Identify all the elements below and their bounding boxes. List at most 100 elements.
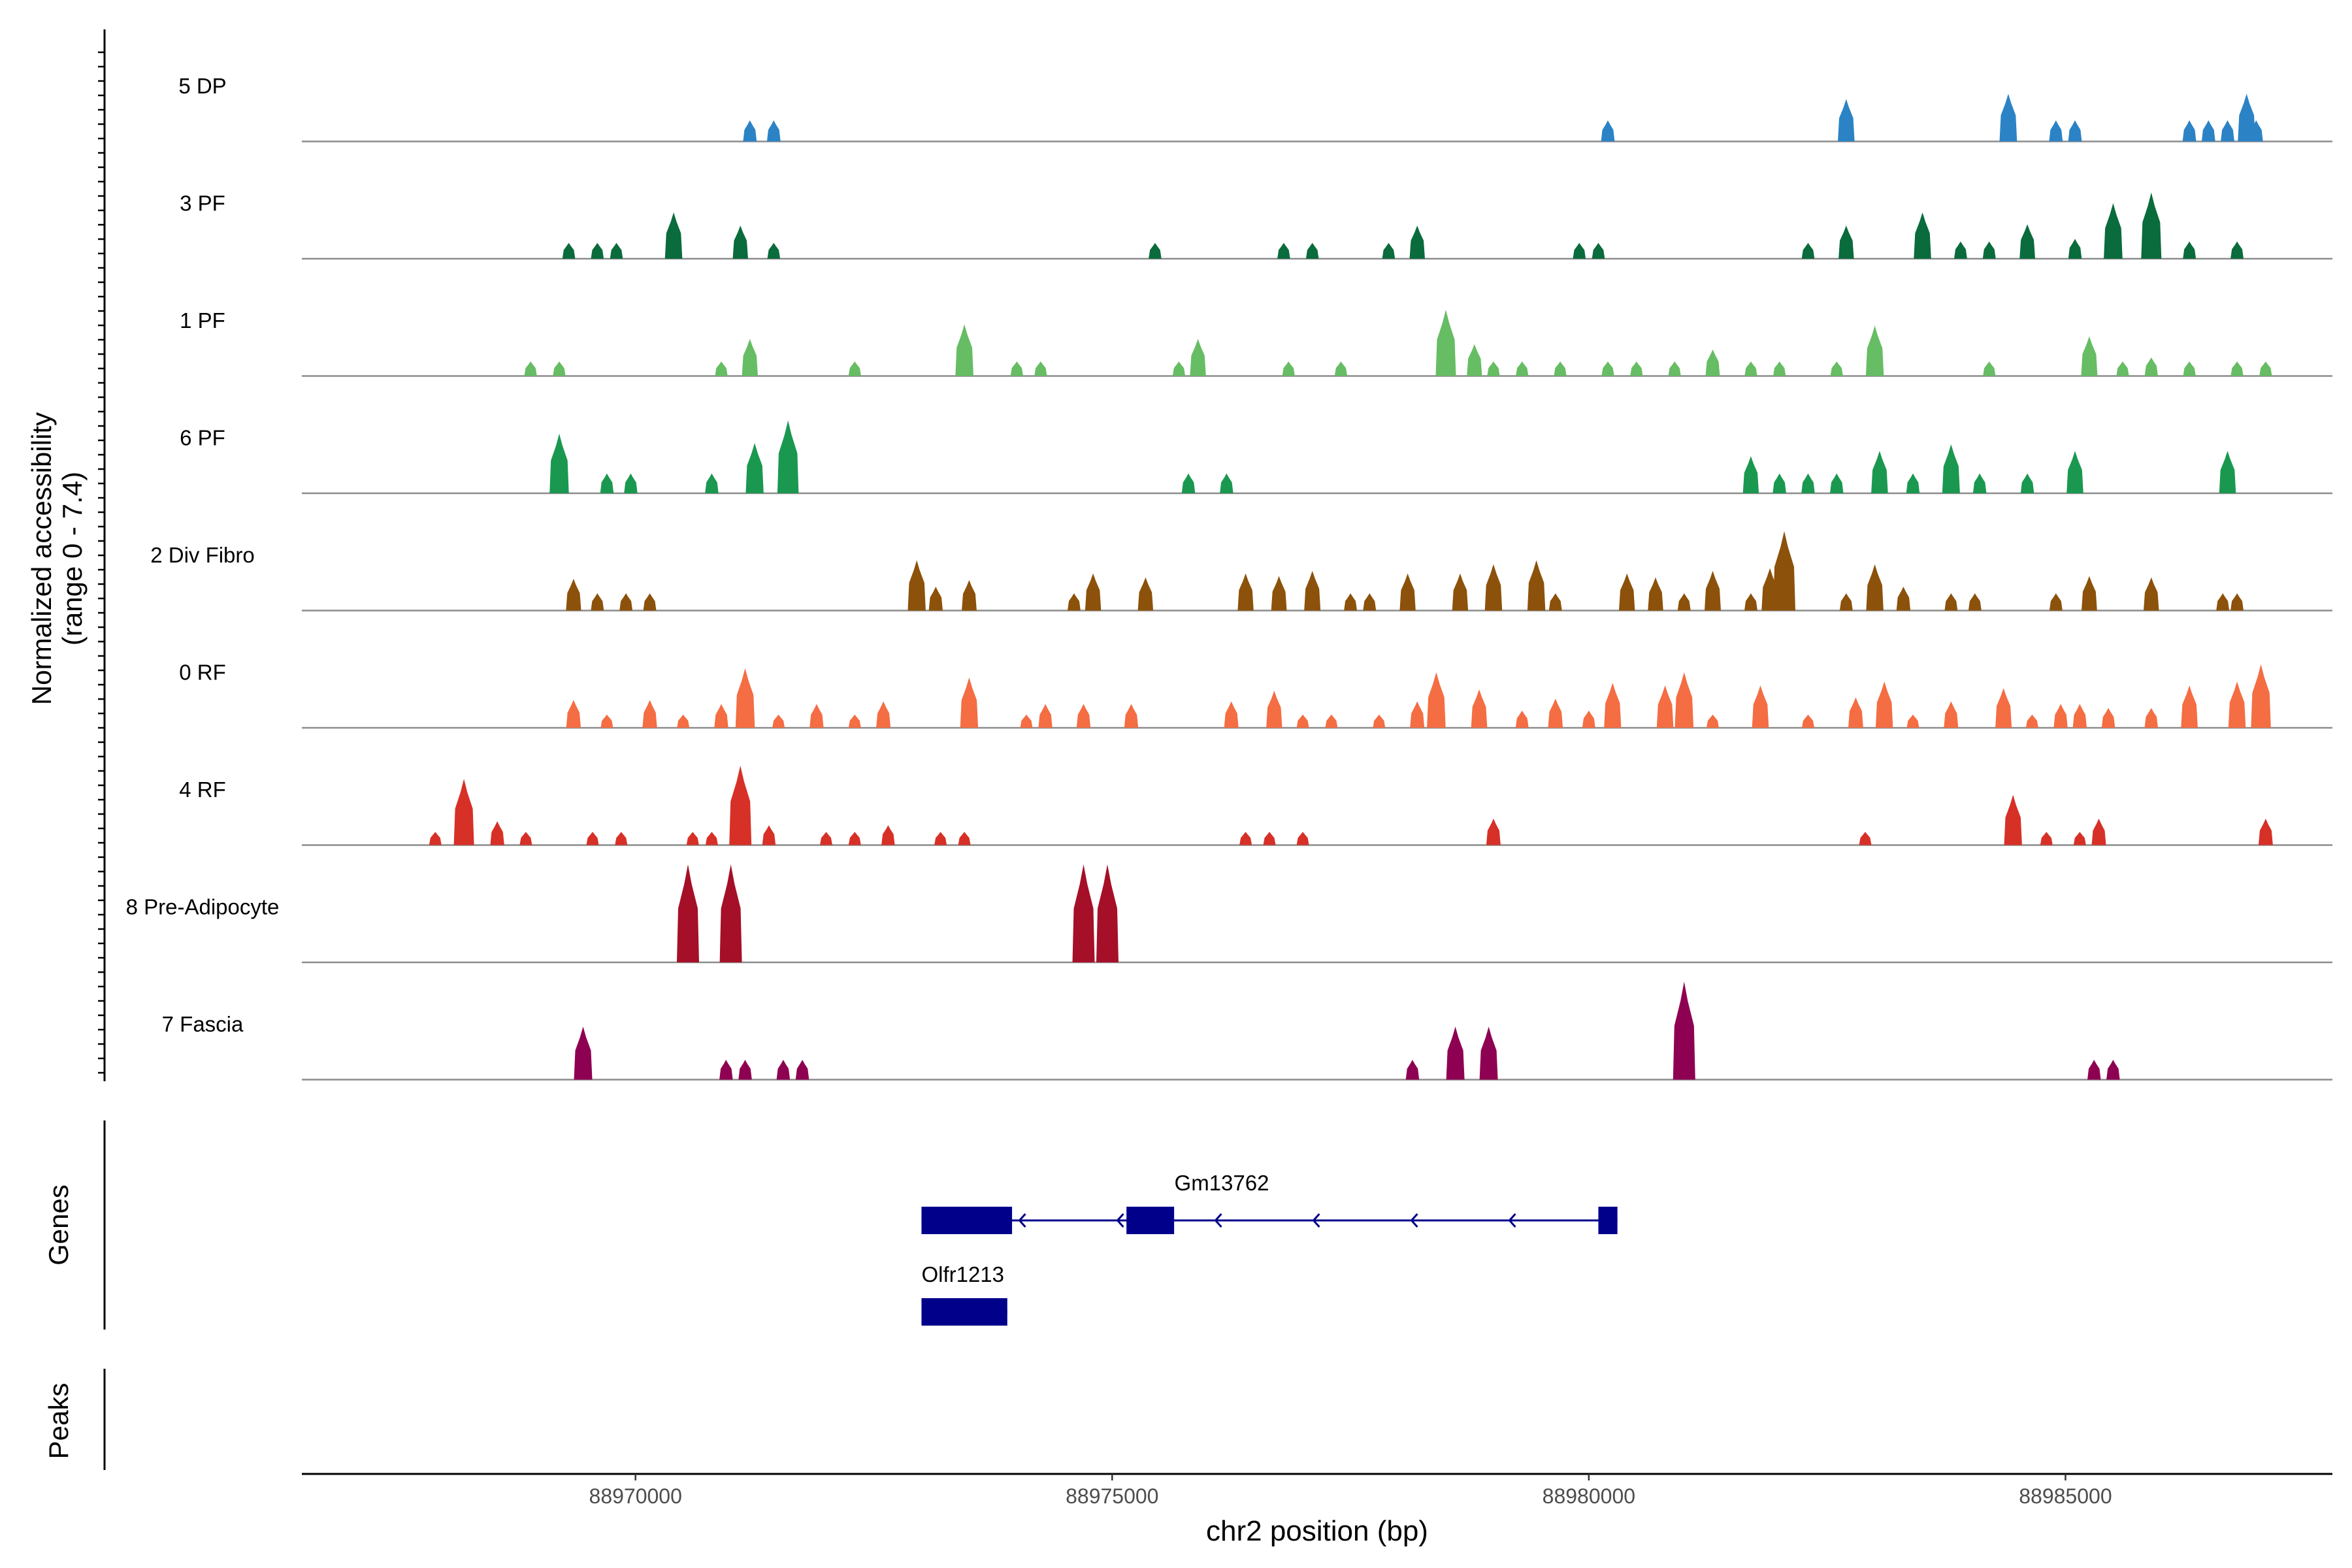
accessibility-peak xyxy=(1038,704,1053,728)
genes-label: Genes xyxy=(43,1184,74,1266)
accessibility-peak xyxy=(1282,361,1295,376)
accessibility-peak xyxy=(1239,832,1252,845)
accessibility-peak xyxy=(2066,451,2083,493)
accessibility-peak xyxy=(1801,473,1815,493)
accessibility-peak xyxy=(1773,531,1795,611)
track-label: 3 PF xyxy=(180,191,225,216)
accessibility-peak xyxy=(1435,310,1456,376)
accessibility-peak xyxy=(742,338,758,376)
track-1-pf: 1 PF xyxy=(180,308,2332,377)
accessibility-peak xyxy=(591,242,604,259)
track-7-fascia: 7 Fascia xyxy=(162,981,2332,1081)
accessibility-peak xyxy=(1305,242,1319,259)
accessibility-peak xyxy=(1484,564,1503,611)
accessibility-peak xyxy=(1487,361,1500,376)
accessibility-peak xyxy=(2230,361,2244,376)
accessibility-peak xyxy=(1573,242,1586,259)
accessibility-peak xyxy=(2141,192,2162,259)
accessibility-peak xyxy=(848,832,861,845)
accessibility-peak xyxy=(1527,560,1546,611)
accessibility-peak xyxy=(1410,701,1425,728)
accessibility-peak xyxy=(934,832,947,845)
accessibility-peak xyxy=(591,593,604,611)
accessibility-peak xyxy=(2258,819,2273,845)
accessibility-peak xyxy=(1601,120,1615,142)
accessibility-peak xyxy=(1516,361,1529,376)
accessibility-peak xyxy=(1124,704,1139,728)
accessibility-peak xyxy=(1405,1060,1420,1080)
track-3-pf: 3 PF xyxy=(180,191,2332,260)
accessibility-peak xyxy=(2219,451,2236,493)
accessibility-peak xyxy=(1742,456,1759,493)
track-6-pf: 6 PF xyxy=(180,420,2332,495)
accessibility-peak xyxy=(2216,593,2230,611)
accessibility-peak xyxy=(519,832,532,845)
accessibility-peak xyxy=(2201,120,2215,142)
accessibility-peak xyxy=(960,678,979,728)
track-label: 4 RF xyxy=(179,777,226,802)
accessibility-peak xyxy=(719,864,742,962)
accessibility-peak xyxy=(553,361,566,376)
x-tick-label: 88980000 xyxy=(1543,1484,1635,1508)
accessibility-peak xyxy=(1172,361,1186,376)
accessibility-peak xyxy=(1752,685,1769,728)
gene-track: Gm13762 Olfr1213 xyxy=(921,1171,1618,1326)
accessibility-peak xyxy=(820,832,832,845)
accessibility-peak xyxy=(1325,714,1338,728)
accessibility-peak xyxy=(907,560,926,611)
accessibility-peak xyxy=(1237,573,1254,611)
accessibility-peak xyxy=(2072,704,2087,728)
accessibility-peak xyxy=(848,714,861,728)
accessibility-peak xyxy=(1875,681,1893,728)
accessibility-peak xyxy=(1076,704,1091,728)
accessibility-peak xyxy=(729,765,752,845)
accessibility-peak xyxy=(745,443,764,493)
accessibility-peak xyxy=(2116,361,2129,376)
strand-arrow xyxy=(1214,1213,1222,1228)
accessibility-peak xyxy=(2106,1060,2120,1080)
accessibility-peak xyxy=(2068,238,2082,259)
accessibility-peak xyxy=(1838,225,1854,259)
accessibility-peak xyxy=(2073,832,2086,845)
accessibility-peak xyxy=(962,580,977,611)
track-4-rf: 4 RF xyxy=(179,765,2332,846)
accessibility-peak xyxy=(1548,698,1563,728)
accessibility-peak xyxy=(928,587,943,611)
accessibility-peak xyxy=(1409,225,1425,259)
accessibility-peak xyxy=(1263,832,1276,845)
accessibility-peak xyxy=(738,1060,752,1080)
accessibility-peak xyxy=(1452,573,1469,611)
accessibility-peak xyxy=(1224,701,1239,728)
accessibility-peak xyxy=(1010,361,1023,376)
x-tick-label: 88975000 xyxy=(1066,1484,1158,1508)
accessibility-peak xyxy=(1068,593,1081,611)
accessibility-peak xyxy=(876,701,891,728)
accessibility-peak xyxy=(714,704,728,728)
accessibility-peak xyxy=(2259,361,2272,376)
accessibility-peak xyxy=(1839,593,1853,611)
accessibility-peak xyxy=(1471,689,1488,728)
accessibility-peak xyxy=(1181,473,1196,493)
accessibility-peak xyxy=(2144,708,2158,728)
accessibility-peak xyxy=(1871,451,1888,493)
accessibility-peak xyxy=(624,473,638,493)
accessibility-peak xyxy=(1944,701,1959,728)
strand-arrow xyxy=(1410,1213,1418,1228)
accessibility-peak xyxy=(2025,714,2038,728)
accessibility-peak xyxy=(2049,120,2063,142)
accessibility-peak xyxy=(453,779,474,845)
accessibility-peak xyxy=(705,473,719,493)
accessibility-peak xyxy=(600,473,614,493)
strand-arrow xyxy=(1018,1213,1026,1228)
accessibility-peak xyxy=(1190,338,1206,376)
accessibility-peak xyxy=(677,864,699,962)
accessibility-peak xyxy=(1801,242,1815,259)
accessibility-peak xyxy=(772,714,785,728)
accessibility-peak xyxy=(958,832,971,845)
accessibility-peak xyxy=(429,832,442,845)
accessibility-peak xyxy=(1149,242,1162,259)
accessibility-peak xyxy=(2144,577,2159,611)
accessibility-peak xyxy=(2004,794,2022,845)
accessibility-peak xyxy=(1085,573,1102,611)
accessibility-peak xyxy=(2053,704,2068,728)
